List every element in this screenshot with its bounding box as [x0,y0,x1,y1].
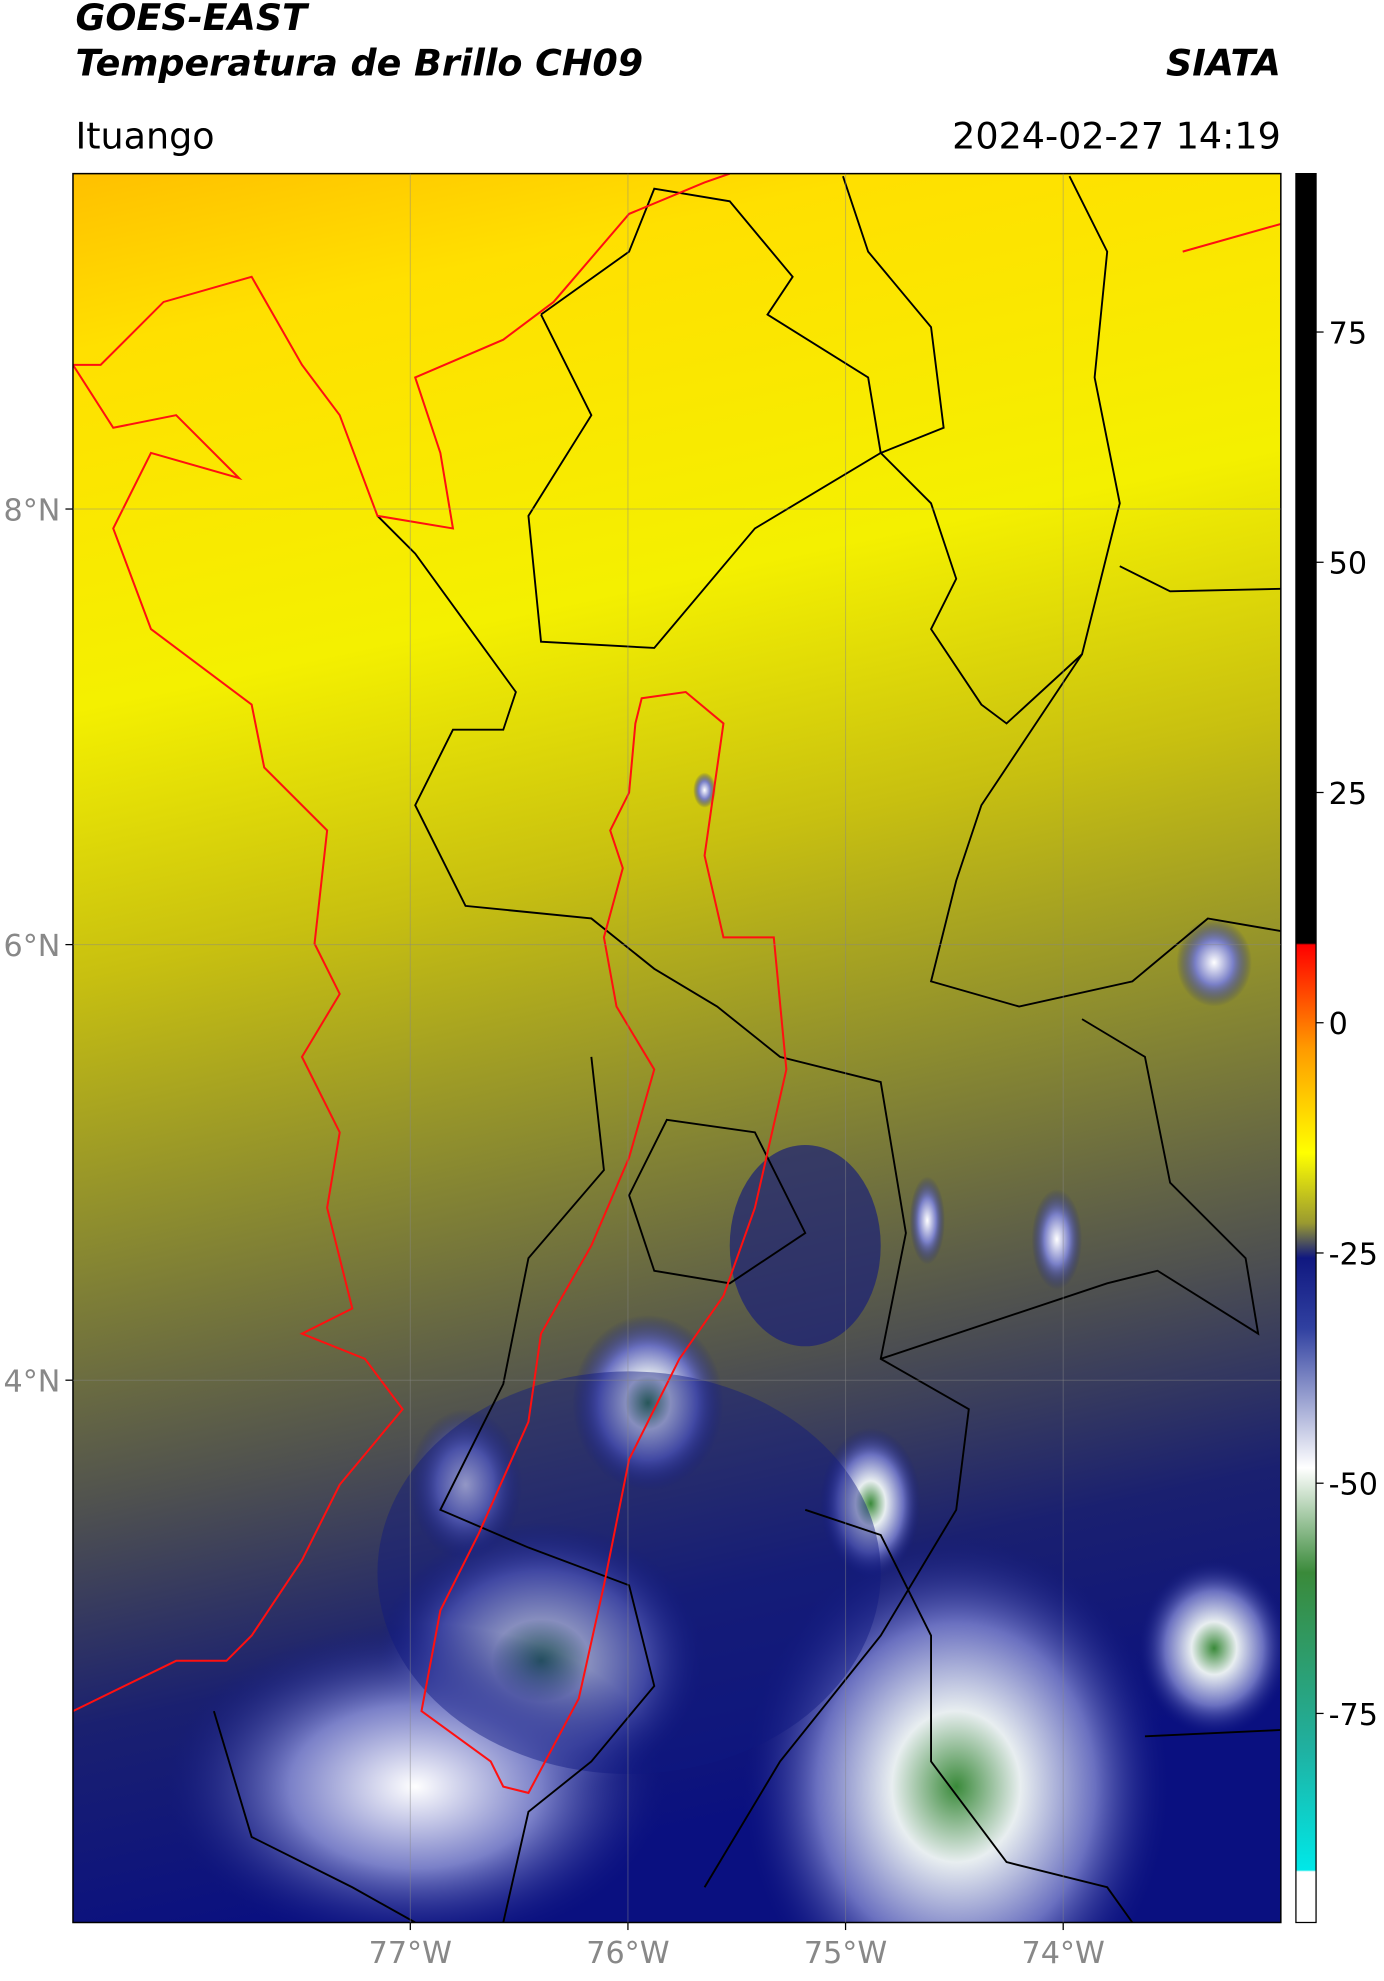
colorbar-tick-label: 50 [1329,547,1367,582]
lat-tick-label: 4°N [4,1365,61,1400]
brand: SIATA [1166,41,1281,84]
map [72,173,1281,1923]
lon-tick-label: 74°W [1022,1936,1105,1971]
location: Ituango [75,114,214,157]
lat-tick-label: 6°N [4,929,61,964]
map-frame [72,172,1282,1924]
title: GOES-EAST [75,0,310,39]
colorbar-tick-label: 25 [1329,777,1367,812]
colorbar-tick-label: -75 [1329,1698,1378,1733]
colorbar-tick-label: 0 [1329,1007,1348,1042]
clouds [163,772,1281,1923]
lat-tick-label: 8°N [4,493,61,528]
lon-tick-label: 77°W [369,1936,452,1971]
coastline-and-basin [72,173,1281,1795]
lon-tick-label: 76°W [586,1936,669,1971]
colorbar-tick-label: -50 [1329,1468,1378,1503]
subtitle: Temperatura de Brillo CH09 [75,41,643,84]
lon-tick-label: 75°W [804,1936,887,1971]
datetime: 2024-02-27 14:19 [952,114,1281,157]
colorbar-tick-label: 75 [1329,316,1367,351]
colorbar-tick-label: -25 [1329,1237,1378,1272]
colorbar [1295,172,1317,1924]
borders [212,175,1281,1923]
